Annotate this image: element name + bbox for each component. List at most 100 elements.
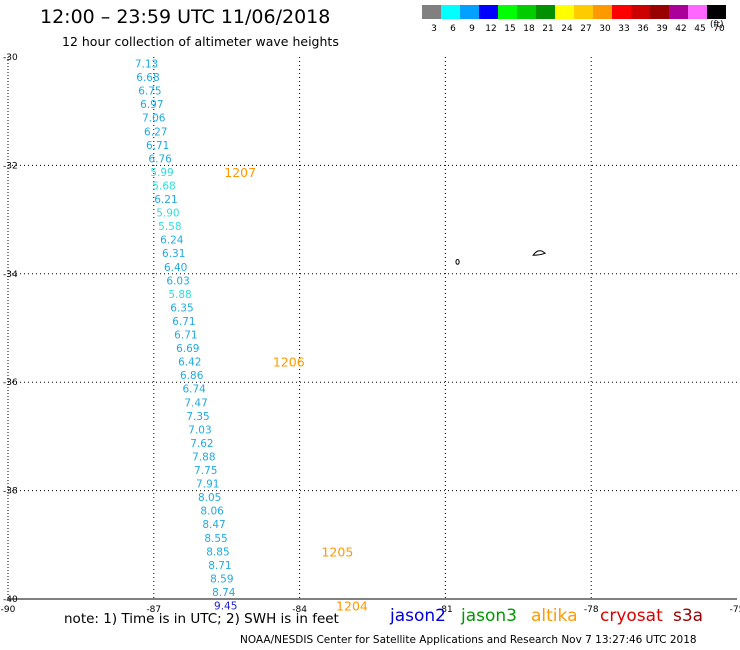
legend-label: 12 [485, 24, 496, 34]
legend-label: 33 [618, 24, 629, 34]
swh-value: 6.27 [144, 126, 167, 138]
legend-label: 21 [542, 24, 553, 34]
legend-swatch [631, 5, 650, 19]
swh-value: 8.06 [200, 506, 224, 518]
swh-value: 5.68 [152, 180, 175, 192]
lat-tick-label: -30 [3, 53, 18, 63]
swh-value: 6.35 [170, 302, 193, 314]
lon-tick-label: -84 [292, 605, 307, 615]
legend-swatch [650, 5, 669, 19]
legend-label: 36 [637, 24, 649, 34]
swh-value: 6.31 [162, 248, 185, 260]
legend-swatch [669, 5, 688, 19]
swh-value: 5.88 [168, 289, 191, 301]
lat-tick-label: -34 [3, 270, 18, 280]
swh-value: 8.47 [202, 519, 225, 531]
time-marks: 1207 1206 1205 1204 [224, 165, 368, 614]
swh-value: 5.90 [156, 208, 179, 220]
lat-lon-grid [8, 57, 737, 599]
swh-value: 8.71 [208, 560, 231, 572]
legend-swatch [460, 5, 479, 19]
swh-value: 7.88 [192, 451, 215, 463]
lon-tick-label: -90 [1, 605, 16, 615]
legend-swatch [536, 5, 555, 19]
color-scale-legend: 3 6 9 12 15 18 21 24 27 30 33 36 39 42 45 70 [422, 5, 726, 34]
legend-swatch [441, 5, 460, 19]
time-mark-label: 1207 [224, 165, 256, 180]
lat-tick-label: -38 [3, 487, 18, 497]
swh-value: 6.68 [136, 72, 159, 84]
time-mark-label: 1205 [321, 544, 353, 559]
swh-value: 7.35 [186, 411, 209, 423]
island-outline [455, 258, 460, 265]
legend-label: 30 [599, 24, 611, 34]
swh-value: 7.13 [135, 59, 158, 71]
swh-value: 7.03 [188, 424, 211, 436]
swh-value: 8.05 [198, 492, 221, 504]
swh-value: 6.74 [182, 384, 206, 396]
map-frame [7, 57, 737, 600]
legend-swatch [555, 5, 574, 19]
swh-value: 8.85 [206, 546, 229, 558]
swh-value: 6.40 [164, 262, 187, 274]
legend-swatch [574, 5, 593, 19]
legend-label: 6 [450, 24, 456, 34]
satellite-label-jason3: jason3 [461, 606, 517, 626]
legend-label: 27 [580, 24, 591, 34]
swh-value: 6.76 [148, 153, 172, 165]
altimeter-track: 7.136.686.756.977.066.276.716.765.995.68… [135, 59, 238, 613]
swh-value: 6.03 [166, 275, 189, 287]
map-subtitle: 12 hour collection of altimeter wave hei… [62, 34, 339, 49]
legend-label: 3 [431, 24, 437, 34]
time-mark-label: 1206 [273, 355, 305, 370]
legend-label: 15 [504, 24, 515, 34]
legend-label: 70 [713, 24, 725, 34]
island-outlines [455, 250, 547, 265]
lat-tick-label: -32 [3, 161, 18, 171]
satellite-label-cryosat: cryosat [600, 606, 663, 626]
swh-value: 7.62 [190, 438, 213, 450]
lon-tick-label: -78 [584, 605, 599, 615]
satellite-label-s3a: s3a [673, 606, 704, 626]
swh-value: 6.71 [146, 140, 169, 152]
legend-swatch [688, 5, 707, 19]
legend-swatch [517, 5, 536, 19]
swh-value: 6.75 [138, 86, 161, 98]
swh-value: 6.24 [160, 235, 184, 247]
lon-tick-label: -87 [146, 605, 161, 615]
swh-value: 6.97 [140, 99, 163, 111]
legend-swatch [479, 5, 498, 19]
swh-value: 6.86 [180, 370, 204, 382]
swh-value: 6.71 [172, 316, 195, 328]
legend-label: 45 [694, 24, 705, 34]
scale-unit-label: (ft) [710, 20, 724, 30]
time-mark-label: 1204 [336, 599, 368, 614]
island-outline [532, 250, 547, 256]
swh-value: 7.47 [184, 397, 207, 409]
legend-label: 18 [523, 24, 535, 34]
swh-value: 9.45 [214, 601, 237, 613]
swh-value: 7.06 [142, 113, 166, 125]
units-note: note: 1) Time is in UTC; 2) SWH is in fe… [64, 611, 339, 627]
swh-value: 6.71 [174, 330, 197, 342]
satellite-label-jason2: jason2 [390, 606, 446, 626]
legend-swatch [612, 5, 631, 19]
swh-value: 8.74 [212, 587, 236, 599]
legend-swatch [707, 5, 726, 19]
swh-value: 8.59 [210, 573, 233, 585]
swh-value: 7.91 [196, 479, 219, 491]
lat-tick-label: -40 [3, 595, 18, 605]
legend-swatch [422, 5, 441, 19]
swh-value: 7.75 [194, 465, 217, 477]
legend-label: 9 [469, 24, 475, 34]
lon-tick-label: -81 [438, 605, 453, 615]
legend-label: 24 [561, 24, 573, 34]
swh-value: 8.55 [204, 533, 227, 545]
lat-tick-label: -36 [3, 378, 18, 388]
legend-label: 42 [675, 24, 686, 34]
legend-swatch [498, 5, 517, 19]
legend-swatch [593, 5, 612, 19]
swh-value: 6.42 [178, 357, 201, 369]
swh-value: 5.58 [158, 221, 181, 233]
swh-value: 6.21 [154, 194, 177, 206]
